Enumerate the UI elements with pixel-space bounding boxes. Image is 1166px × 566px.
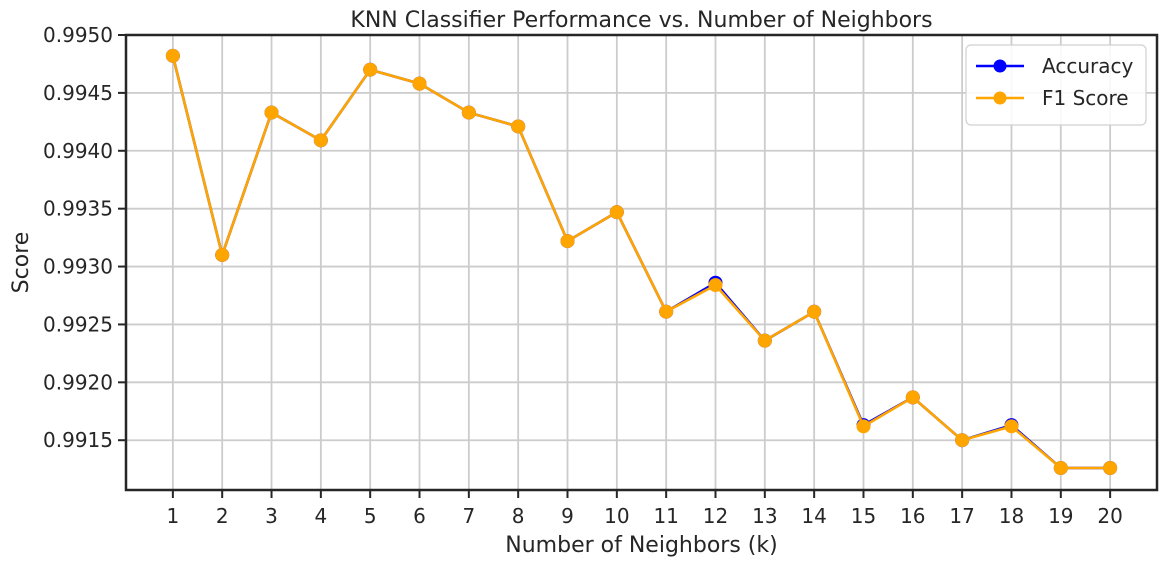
data-point (461, 105, 476, 120)
x-tick-label: 15 (851, 504, 876, 528)
data-point (807, 304, 822, 319)
x-tick-label: 14 (801, 504, 826, 528)
x-tick-label: 11 (653, 504, 678, 528)
y-tick-label: 0.9935 (43, 197, 113, 221)
data-point (1004, 419, 1019, 434)
series-layer (165, 48, 1118, 476)
plot-frame (124, 33, 1159, 492)
legend: Accuracy F1 Score (965, 44, 1147, 126)
x-tick-label: 12 (703, 504, 728, 528)
x-tick-label: 4 (314, 504, 327, 528)
data-point (659, 304, 674, 319)
x-tick-label: 8 (512, 504, 525, 528)
y-tick-label: 0.9920 (43, 370, 113, 394)
x-tick-label: 18 (999, 504, 1024, 528)
y-tick-label: 0.9945 (43, 81, 113, 105)
series-f1-score (165, 48, 1118, 476)
data-point (363, 62, 378, 77)
data-point (560, 234, 575, 249)
legend-marker (993, 91, 1007, 105)
x-tick-label: 19 (1048, 504, 1073, 528)
x-tick-label: 3 (265, 504, 278, 528)
legend-item: F1 Score (976, 86, 1129, 110)
x-tick-label: 20 (1097, 504, 1122, 528)
chart-title: KNN Classifier Performance vs. Number of… (350, 8, 932, 33)
data-point (215, 247, 230, 262)
data-point (708, 278, 723, 293)
x-tick-label: 9 (561, 504, 574, 528)
grid (126, 34, 1157, 490)
data-point (313, 133, 328, 148)
x-tick-label: 6 (413, 504, 426, 528)
y-tick-label: 0.9915 (43, 428, 113, 452)
x-tick-label: 13 (752, 504, 777, 528)
legend-item: Accuracy (976, 54, 1133, 78)
data-point (165, 48, 180, 63)
data-point (757, 333, 772, 348)
y-tick-label: 0.9925 (43, 312, 113, 336)
x-tick-label: 10 (604, 504, 629, 528)
data-point (1053, 461, 1068, 476)
x-tick-label: 5 (364, 504, 377, 528)
legend-marker (993, 59, 1007, 73)
ticks: 1 2 3 4 5 6 7 8 9 10 11 12 13 14 15 16 17 18 19 200.99150.9… (43, 23, 1123, 528)
x-axis-title: Number of Neighbors (k) (505, 533, 777, 558)
x-tick-label: 1 (166, 504, 179, 528)
data-point (905, 390, 920, 405)
data-point (609, 205, 624, 220)
y-tick-label: 0.9930 (43, 255, 113, 279)
x-tick-label: 16 (900, 504, 925, 528)
data-point (511, 119, 526, 134)
legend-label: F1 Score (1042, 86, 1129, 110)
data-point (264, 105, 279, 120)
x-tick-label: 7 (462, 504, 475, 528)
y-axis-title: Score (9, 232, 34, 294)
y-tick-label: 0.9950 (43, 23, 113, 47)
legend-label: Accuracy (1042, 54, 1133, 78)
data-point (856, 419, 871, 434)
y-tick-label: 0.9940 (43, 139, 113, 163)
x-tick-label: 2 (216, 504, 229, 528)
data-point (1103, 461, 1118, 476)
data-point (955, 433, 970, 448)
x-tick-label: 17 (949, 504, 974, 528)
series-line (171, 55, 1111, 470)
data-point (412, 76, 427, 91)
